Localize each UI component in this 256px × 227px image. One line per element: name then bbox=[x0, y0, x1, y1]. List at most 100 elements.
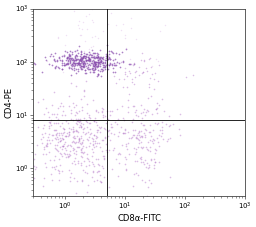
Point bbox=[109, 62, 113, 66]
Point bbox=[76, 62, 80, 65]
Point bbox=[147, 86, 151, 89]
Point bbox=[114, 61, 118, 65]
Point bbox=[72, 129, 76, 133]
Point bbox=[54, 147, 58, 150]
Point bbox=[103, 65, 108, 69]
Point bbox=[87, 57, 91, 60]
Point bbox=[99, 59, 103, 63]
Point bbox=[136, 138, 141, 142]
Point bbox=[89, 58, 93, 62]
Point bbox=[90, 35, 94, 39]
Point bbox=[74, 84, 79, 88]
Point bbox=[61, 144, 66, 148]
Point bbox=[144, 110, 148, 114]
Point bbox=[87, 56, 91, 59]
Point bbox=[93, 34, 97, 37]
Point bbox=[148, 94, 153, 98]
Point bbox=[96, 170, 100, 173]
Point bbox=[88, 67, 92, 71]
Point bbox=[67, 105, 71, 108]
Point bbox=[80, 61, 84, 64]
Point bbox=[82, 49, 86, 53]
Point bbox=[131, 133, 135, 136]
Point bbox=[130, 135, 134, 139]
Point bbox=[154, 148, 158, 152]
Point bbox=[73, 54, 78, 57]
Point bbox=[82, 88, 86, 92]
Point bbox=[74, 152, 78, 156]
Point bbox=[67, 54, 71, 58]
Point bbox=[87, 135, 91, 139]
Point bbox=[83, 133, 87, 136]
Point bbox=[97, 57, 101, 60]
Point bbox=[139, 141, 143, 144]
Point bbox=[92, 133, 96, 137]
Point bbox=[102, 154, 106, 158]
Point bbox=[62, 130, 66, 134]
Point bbox=[62, 64, 66, 67]
Point bbox=[55, 131, 59, 135]
Point bbox=[87, 56, 91, 59]
Point bbox=[69, 59, 73, 62]
Point bbox=[60, 144, 65, 148]
Point bbox=[83, 71, 87, 75]
Point bbox=[94, 144, 99, 148]
Point bbox=[95, 130, 99, 133]
Point bbox=[79, 67, 83, 71]
Point bbox=[49, 119, 53, 122]
Point bbox=[78, 119, 82, 122]
Point bbox=[145, 69, 149, 73]
Point bbox=[94, 136, 98, 140]
Point bbox=[74, 128, 78, 131]
Point bbox=[99, 59, 103, 63]
Point bbox=[72, 141, 77, 145]
Point bbox=[143, 180, 147, 183]
Point bbox=[97, 163, 101, 167]
Point bbox=[55, 143, 59, 147]
Point bbox=[43, 131, 47, 135]
Point bbox=[72, 59, 77, 63]
Point bbox=[95, 136, 100, 139]
Point bbox=[119, 61, 123, 64]
Point bbox=[63, 43, 67, 47]
Point bbox=[137, 129, 142, 132]
Point bbox=[91, 55, 95, 58]
Point bbox=[24, 141, 28, 144]
Point bbox=[77, 138, 81, 141]
Point bbox=[67, 66, 71, 69]
Point bbox=[52, 58, 56, 62]
Point bbox=[136, 173, 140, 177]
Point bbox=[71, 58, 76, 62]
Point bbox=[69, 128, 73, 131]
Point bbox=[64, 148, 68, 152]
Point bbox=[91, 143, 95, 147]
Point bbox=[89, 55, 93, 59]
Point bbox=[93, 61, 97, 65]
Point bbox=[115, 60, 119, 64]
Point bbox=[56, 140, 60, 144]
Point bbox=[143, 135, 147, 138]
Point bbox=[124, 167, 128, 171]
Point bbox=[157, 104, 161, 107]
Point bbox=[67, 168, 71, 172]
Point bbox=[80, 27, 84, 31]
Point bbox=[55, 59, 59, 63]
Point bbox=[131, 128, 135, 131]
Point bbox=[184, 76, 188, 79]
Point bbox=[109, 126, 113, 129]
Point bbox=[135, 134, 139, 137]
Point bbox=[88, 116, 92, 120]
Point bbox=[95, 51, 99, 55]
Point bbox=[61, 53, 66, 56]
Point bbox=[163, 23, 167, 27]
Point bbox=[91, 51, 95, 55]
Point bbox=[95, 123, 99, 127]
Point bbox=[92, 64, 96, 68]
Point bbox=[98, 57, 102, 61]
Point bbox=[148, 138, 152, 142]
Point bbox=[58, 58, 62, 62]
Point bbox=[62, 63, 66, 66]
Point bbox=[134, 136, 138, 140]
Point bbox=[92, 133, 96, 137]
Point bbox=[86, 56, 90, 59]
